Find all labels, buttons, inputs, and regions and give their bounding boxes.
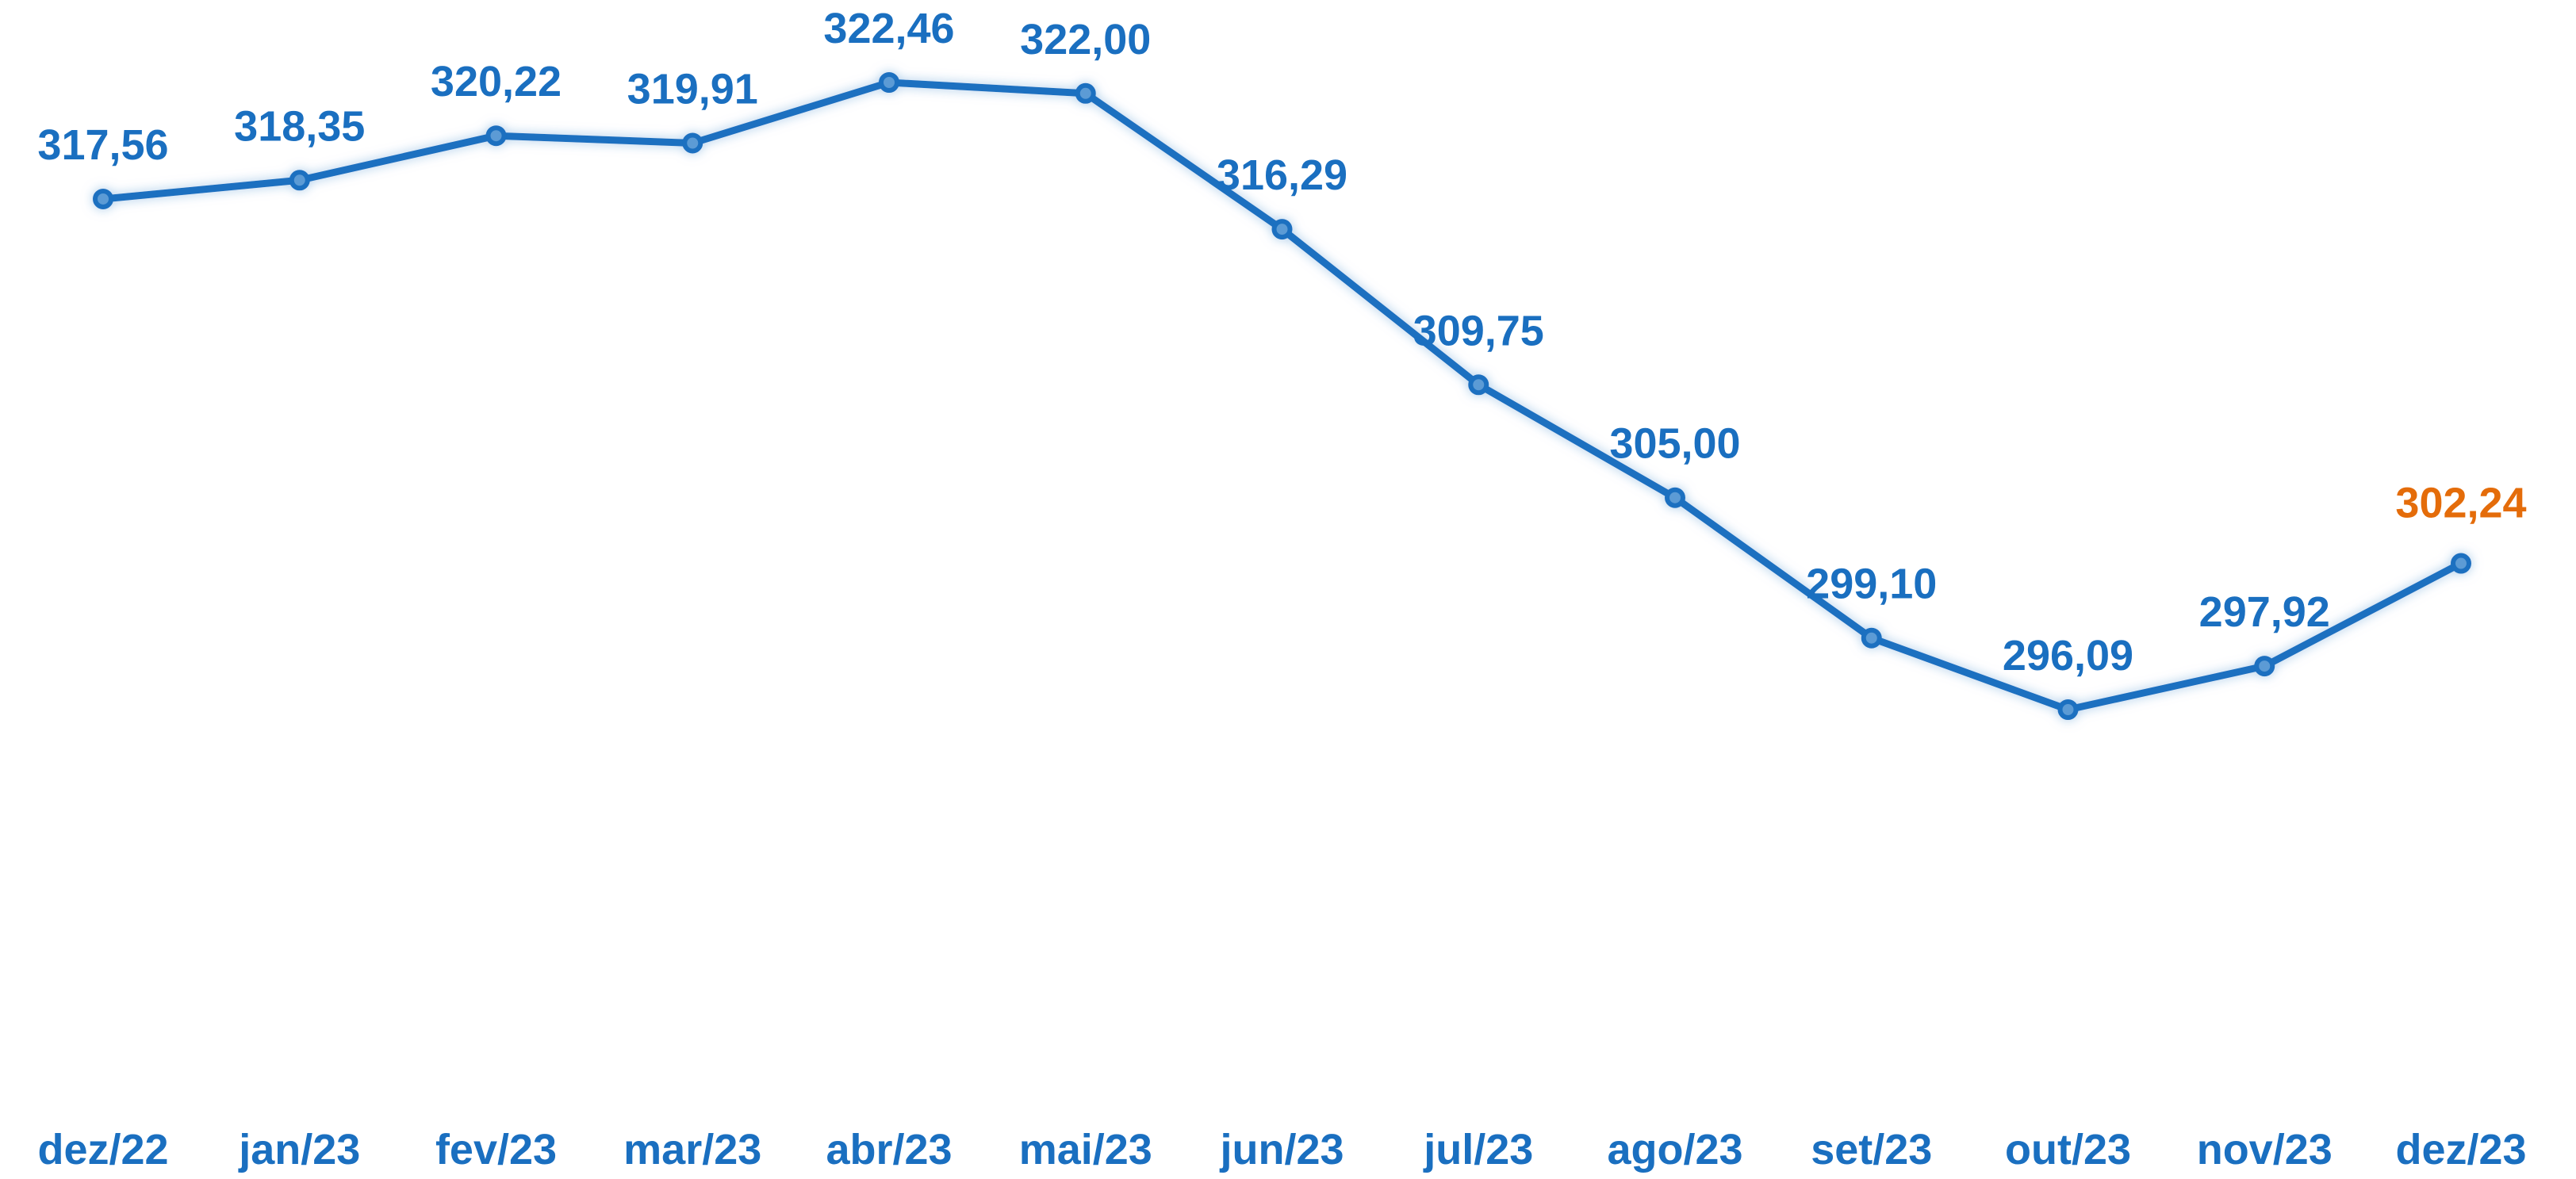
data-label: 299,10 <box>1806 561 1937 608</box>
x-tick-label: jun/23 <box>1219 1126 1344 1173</box>
x-tick-label: nov/23 <box>2197 1126 2333 1173</box>
marker <box>485 125 507 147</box>
x-tick-label: ago/23 <box>1607 1126 1742 1173</box>
data-label: 320,22 <box>431 58 562 105</box>
x-tick-label: fev/23 <box>435 1126 557 1173</box>
data-label: 305,00 <box>1609 420 1740 468</box>
x-tick-label: jul/23 <box>1423 1126 1533 1173</box>
marker <box>1861 627 1882 649</box>
marker <box>879 72 899 93</box>
data-label: 322,46 <box>823 5 954 52</box>
data-label: 296,09 <box>2003 632 2133 679</box>
x-tick-label: dez/22 <box>37 1126 168 1173</box>
x-tick-label: mai/23 <box>1019 1126 1152 1173</box>
marker <box>682 132 703 154</box>
marker <box>289 170 310 191</box>
x-tick-label: set/23 <box>1811 1126 1932 1173</box>
data-label: 319,91 <box>627 65 758 113</box>
marker <box>2057 699 2079 720</box>
x-tick-label: jan/23 <box>238 1126 360 1173</box>
data-label: 316,29 <box>1217 151 1347 199</box>
data-label: 297,92 <box>2199 588 2330 636</box>
x-tick-label: dez/23 <box>2395 1126 2526 1173</box>
line-group <box>93 72 2471 720</box>
data-label: 318,35 <box>234 102 365 150</box>
x-tick-label: mar/23 <box>623 1126 761 1173</box>
marker <box>1665 487 1685 508</box>
data-label: 322,00 <box>1020 16 1151 63</box>
marker <box>1271 219 1293 240</box>
marker <box>93 188 113 209</box>
data-label: 309,75 <box>1413 307 1544 354</box>
marker <box>1075 82 1096 104</box>
x-tick-label: abr/23 <box>826 1126 952 1173</box>
data-label: 317,56 <box>37 121 168 169</box>
x-tick-label: out/23 <box>2005 1126 2131 1173</box>
marker <box>2254 656 2275 677</box>
marker <box>2451 553 2471 574</box>
marker <box>1468 374 1489 396</box>
data-label: 302,24 <box>2395 480 2526 527</box>
